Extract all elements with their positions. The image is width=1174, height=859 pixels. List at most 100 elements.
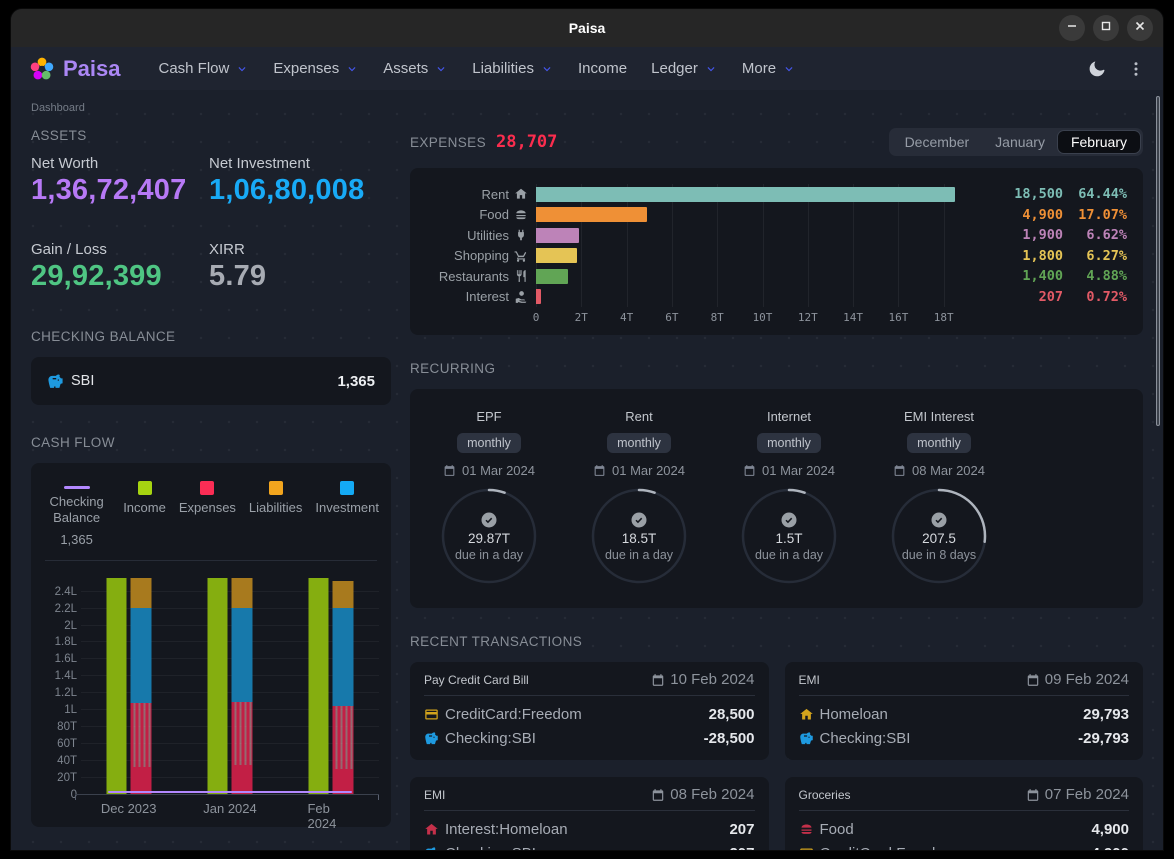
transaction-card[interactable]: EMI 08 Feb 2024 Interest:Homeloan 207 Checki… xyxy=(410,777,769,850)
recurring-item-rent[interactable]: Rent monthly 01 Mar 2024 18.5T due in a day xyxy=(564,409,714,586)
recurring-name: Rent xyxy=(625,409,653,424)
nav-item-cash-flow[interactable]: Cash Flow xyxy=(147,47,262,90)
transaction-title: Pay Credit Card Bill xyxy=(424,672,529,687)
transaction-card[interactable]: Pay Credit Card Bill 10 Feb 2024 CreditCar… xyxy=(410,662,769,760)
stat-label: Net Worth xyxy=(31,155,99,172)
category-value: 4,900 xyxy=(1022,206,1063,223)
x-tick-label: 16T xyxy=(888,311,909,324)
category-bar[interactable] xyxy=(536,186,956,202)
due-date: 01 Mar 2024 xyxy=(743,463,835,478)
checking-balance-heading: CHECKING BALANCE xyxy=(31,329,176,344)
posting-row: Homeloan 29,793 xyxy=(799,702,1129,726)
nav-item-income[interactable]: Income xyxy=(566,47,639,90)
recurring-amount: 1.5T xyxy=(775,530,803,546)
piggy-icon xyxy=(424,846,439,850)
window-controls xyxy=(1059,15,1153,41)
category-bar[interactable] xyxy=(536,289,541,305)
tab-january[interactable]: January xyxy=(995,134,1045,150)
category-bar[interactable] xyxy=(536,207,647,223)
nav-item-more[interactable]: More xyxy=(730,47,808,90)
category-bar[interactable] xyxy=(536,227,580,243)
legend-checking-balance[interactable]: Checking Balance 1,365 xyxy=(43,481,110,548)
nav-item-label: More xyxy=(741,60,777,77)
category-label: Rent xyxy=(481,186,509,202)
x-tick-label: 6T xyxy=(665,311,679,324)
cash-flow-group-jan-2024[interactable] xyxy=(207,577,253,794)
legend-liabilities[interactable]: Liabilities xyxy=(249,481,302,516)
recurring-item-emi-interest[interactable]: EMI Interest monthly 08 Mar 2024 207.5 due i… xyxy=(864,409,1014,586)
scrollbar-thumb[interactable] xyxy=(1156,96,1160,426)
transaction-card[interactable]: Groceries 07 Feb 2024 Food 4,900 CreditCard:… xyxy=(784,777,1143,850)
assets-stats: Net Worth 1,36,72,407 Net Investment 1,06,8… xyxy=(31,155,391,293)
nav-item-assets[interactable]: Assets xyxy=(371,47,460,90)
stat-value: 29,92,399 xyxy=(31,260,162,292)
moon-icon xyxy=(1087,59,1107,79)
legend-label: Income xyxy=(123,500,166,515)
nav-item-expenses[interactable]: Expenses xyxy=(261,47,371,90)
recurring-amount: 18.5T xyxy=(621,530,657,546)
chevron-down-icon xyxy=(704,62,718,76)
transaction-date-label: 10 Feb 2024 xyxy=(670,671,755,688)
legend-label: Expenses xyxy=(178,500,236,515)
expenses-total: 28,707 xyxy=(495,132,558,152)
category-percent: 64.44% xyxy=(1078,186,1127,203)
stat-label: Gain / Loss xyxy=(31,241,107,258)
category-value: 1,900 xyxy=(1022,227,1063,244)
maximize-button[interactable] xyxy=(1093,15,1119,41)
posting-amount: -29,793 xyxy=(1078,729,1129,747)
category-bar[interactable] xyxy=(536,248,577,264)
posting-account: Homeloan xyxy=(819,705,888,723)
account-row[interactable]: SBI 1,365 xyxy=(31,357,391,405)
legend-swatch xyxy=(200,481,215,495)
category-bar[interactable] xyxy=(536,268,568,284)
transaction-date: 08 Feb 2024 xyxy=(651,786,755,803)
overflow-menu-button[interactable] xyxy=(1127,60,1145,78)
legend-income[interactable]: Income xyxy=(123,481,166,516)
tab-february[interactable]: February xyxy=(1057,131,1140,153)
cash-flow-group-dec-2023[interactable] xyxy=(106,577,152,794)
dashboard-content: Dashboard ASSETS Net Worth 1,36,72,407 Net… xyxy=(11,90,1163,850)
piggy-bank-icon xyxy=(47,373,64,390)
due-date: 01 Mar 2024 xyxy=(443,463,535,478)
x-tick-label: Dec 2023 xyxy=(100,800,157,816)
posting-row: CreditCard:Freedom -4,900 xyxy=(799,841,1129,850)
posting-amount: 29,793 xyxy=(1083,705,1129,723)
nav-item-ledger[interactable]: Ledger xyxy=(639,47,730,90)
close-button[interactable] xyxy=(1127,15,1153,41)
transaction-title: Groceries xyxy=(798,787,851,802)
due-date-label: 01 Mar 2024 xyxy=(612,463,685,478)
cash-flow-group-feb-2024[interactable] xyxy=(308,577,354,794)
legend-investment[interactable]: Investment xyxy=(315,481,379,516)
category-value: 207 xyxy=(1038,288,1063,305)
recurring-item-epf[interactable]: EPF monthly 01 Mar 2024 29.87T due in a day xyxy=(414,409,564,586)
recurring-item-internet[interactable]: Internet monthly 01 Mar 2024 1.5T due in a d… xyxy=(714,409,864,586)
brand[interactable]: Paisa xyxy=(29,56,121,82)
minimize-button[interactable] xyxy=(1059,15,1085,41)
legend-expenses[interactable]: Expenses xyxy=(179,481,236,516)
transaction-date-label: 07 Feb 2024 xyxy=(1044,786,1129,803)
expense-row-interest: Interest 207 0.72% xyxy=(426,287,1127,308)
tab-december[interactable]: December xyxy=(904,134,970,150)
posting-row: Checking:SBI -29,793 xyxy=(799,726,1129,750)
transactions-grid: Pay Credit Card Bill 10 Feb 2024 CreditCar… xyxy=(410,662,1143,850)
transaction-date: 07 Feb 2024 xyxy=(1026,786,1129,803)
dark-mode-toggle[interactable] xyxy=(1087,59,1107,79)
stack-segment-expenses xyxy=(130,766,152,794)
breadcrumb[interactable]: Dashboard xyxy=(31,102,85,114)
x-tick-label: 14T xyxy=(843,311,864,324)
posting-row: Checking:SBI -207 xyxy=(424,841,755,850)
posting-account: CreditCard:Freedom xyxy=(445,705,582,723)
transaction-card[interactable]: EMI 09 Feb 2024 Homeloan 29,793 Checking:SBI… xyxy=(784,662,1143,760)
income-bar xyxy=(106,577,127,794)
calendar-icon xyxy=(1026,673,1040,687)
minimize-icon xyxy=(1066,19,1078,37)
check-circle-icon xyxy=(480,511,498,529)
piggy-icon xyxy=(424,731,439,746)
y-tick-label: 60T xyxy=(57,737,77,750)
calendar-icon xyxy=(1026,788,1040,802)
due-in-label: due in 8 days xyxy=(901,547,977,562)
posting-row: Checking:SBI -28,500 xyxy=(424,726,755,750)
nav-item-liabilities[interactable]: Liabilities xyxy=(460,47,566,90)
category-label: Interest xyxy=(465,289,509,305)
chevron-down-icon xyxy=(235,62,249,76)
